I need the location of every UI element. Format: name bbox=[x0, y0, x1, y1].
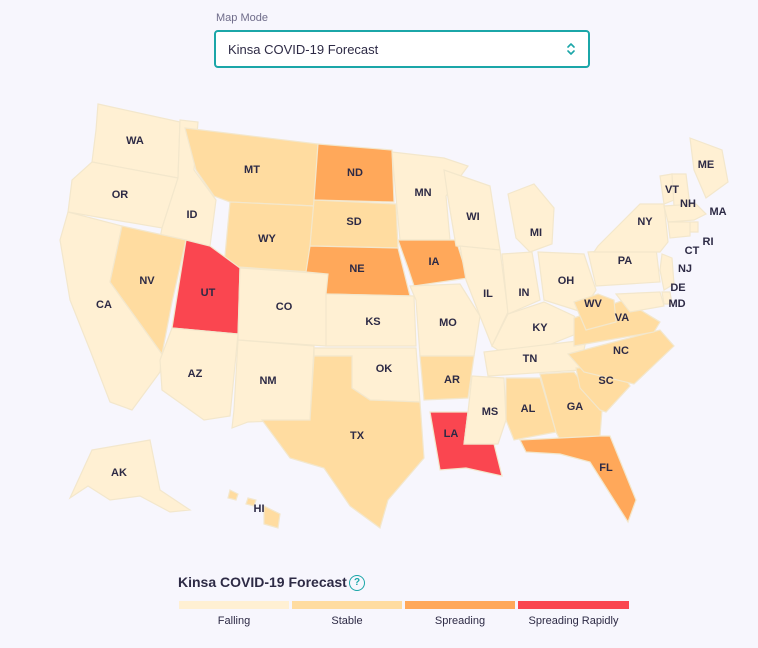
state-ak[interactable] bbox=[68, 439, 192, 513]
state-sd[interactable] bbox=[309, 199, 399, 249]
state-ar[interactable] bbox=[419, 355, 475, 401]
state-label-ma: MA bbox=[709, 206, 726, 218]
state-ri[interactable] bbox=[689, 221, 699, 233]
legend-bar-spreading-rapidly bbox=[518, 601, 629, 609]
state-tx[interactable] bbox=[260, 355, 425, 529]
map-mode-label: Map Mode bbox=[216, 12, 268, 24]
us-map: WAORCAIDNVMTWYUTAZCONMNDSDNEKSOKTXMNIAMO… bbox=[59, 103, 729, 529]
state-nh[interactable] bbox=[671, 173, 691, 207]
legend-title: Kinsa COVID-19 Forecast bbox=[178, 574, 347, 590]
state-or[interactable] bbox=[67, 161, 179, 229]
state-ks[interactable] bbox=[325, 293, 417, 347]
state-pa[interactable] bbox=[587, 247, 661, 287]
state-co[interactable] bbox=[237, 267, 329, 347]
state-me[interactable] bbox=[689, 137, 729, 199]
state-ma[interactable] bbox=[663, 203, 708, 223]
state-de[interactable] bbox=[661, 291, 673, 305]
state-label-hi: HI bbox=[254, 503, 265, 515]
state-mi[interactable] bbox=[507, 183, 555, 253]
state-ct[interactable] bbox=[667, 221, 691, 239]
state-az[interactable] bbox=[159, 327, 239, 421]
state-wv[interactable] bbox=[573, 293, 617, 331]
legend-bar-spreading bbox=[405, 601, 515, 609]
state-ia[interactable] bbox=[397, 239, 469, 287]
legend-label-falling: Falling bbox=[217, 615, 251, 627]
legend-label-spreading-rapidly: Spreading Rapidly bbox=[528, 615, 619, 627]
state-label-ri: RI bbox=[703, 236, 714, 248]
state-nj[interactable] bbox=[659, 253, 675, 291]
state-md[interactable] bbox=[614, 291, 665, 313]
legend-bar-falling bbox=[179, 601, 289, 609]
legend-bar-stable bbox=[292, 601, 402, 609]
state-nm[interactable] bbox=[231, 339, 315, 429]
map-mode-selected-value: Kinsa COVID-19 Forecast bbox=[228, 41, 379, 57]
question-circle-icon[interactable]: ? bbox=[349, 575, 365, 591]
state-wi[interactable] bbox=[443, 169, 501, 251]
state-label-ct: CT bbox=[685, 245, 700, 257]
legend-label-stable: Stable bbox=[331, 615, 363, 627]
state-wy[interactable] bbox=[223, 201, 315, 273]
state-fl[interactable] bbox=[519, 435, 637, 524]
state-mo[interactable] bbox=[409, 283, 481, 357]
state-label-nj: NJ bbox=[678, 263, 692, 275]
state-in[interactable] bbox=[501, 251, 541, 315]
state-ny[interactable] bbox=[592, 203, 669, 253]
state-nd[interactable] bbox=[313, 143, 395, 203]
map-mode-select[interactable]: Kinsa COVID-19 Forecast bbox=[214, 30, 590, 68]
legend-label-spreading: Spreading bbox=[434, 615, 486, 627]
state-al[interactable] bbox=[505, 377, 557, 441]
state-nv[interactable] bbox=[109, 225, 187, 356]
state-ms[interactable] bbox=[463, 375, 507, 445]
chevron-updown-icon bbox=[567, 43, 575, 55]
state-hi[interactable] bbox=[227, 489, 281, 529]
